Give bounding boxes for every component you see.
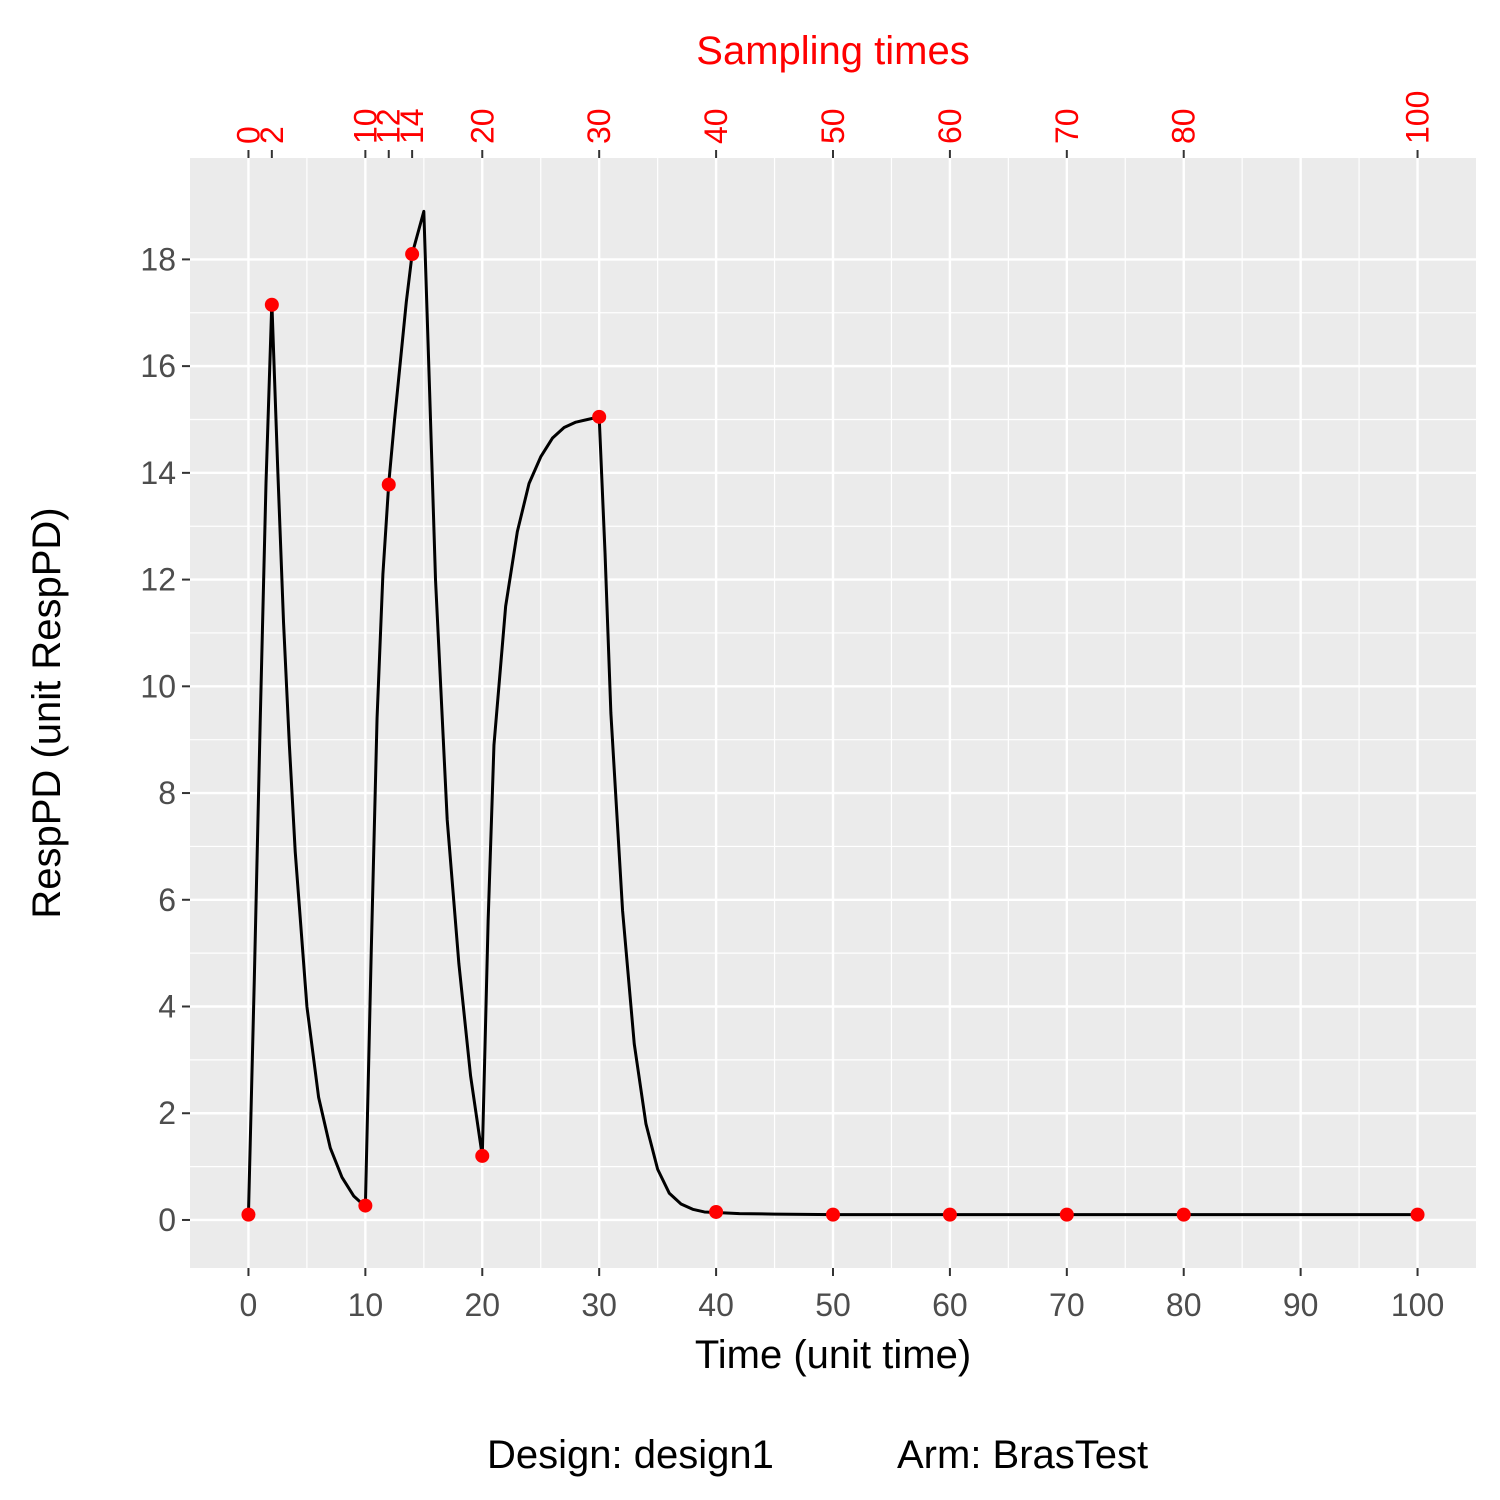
sampling-point — [475, 1148, 490, 1163]
sampling-time-label: 50 — [815, 108, 851, 144]
x-tick-label: 0 — [240, 1287, 258, 1323]
sampling-time-label: 2 — [254, 126, 290, 144]
x-tick-label: 80 — [1166, 1287, 1202, 1323]
y-tick-label: 14 — [140, 455, 176, 491]
y-tick-label: 18 — [140, 241, 176, 277]
x-tick-label: 70 — [1049, 1287, 1085, 1323]
sampling-time-label: 30 — [581, 108, 617, 144]
top-axis-title: Sampling times — [696, 29, 969, 73]
sampling-time-label: 10 — [347, 108, 383, 144]
x-tick-label: 30 — [581, 1287, 617, 1323]
sampling-points — [241, 247, 1425, 1222]
sampling-time-label: 70 — [1049, 108, 1085, 144]
x-tick-label: 100 — [1391, 1287, 1444, 1323]
x-tick-label: 90 — [1283, 1287, 1319, 1323]
sampling-point — [1176, 1207, 1191, 1222]
y-tick-label: 0 — [158, 1202, 176, 1238]
sampling-time-label: 0 — [230, 126, 266, 144]
sampling-point — [358, 1198, 373, 1213]
sampling-point — [709, 1204, 724, 1219]
x-tick-label: 40 — [698, 1287, 734, 1323]
y-tick-label: 6 — [158, 882, 176, 918]
x-axis-title: Time (unit time) — [695, 1333, 971, 1377]
bottom-axis-ticks: 0 10 20 30 40 50 60 70 80 90 100 — [240, 1268, 1444, 1323]
sampling-point — [1059, 1207, 1074, 1222]
sampling-point — [942, 1207, 957, 1222]
sampling-point — [405, 247, 420, 262]
sampling-time-label: 60 — [932, 108, 968, 144]
sampling-point — [592, 409, 607, 424]
caption-arm: Arm: BrasTest — [897, 1433, 1148, 1477]
x-tick-label: 50 — [815, 1287, 851, 1323]
y-tick-label: 12 — [140, 562, 176, 598]
x-tick-label: 60 — [932, 1287, 968, 1323]
x-tick-label: 20 — [464, 1287, 500, 1323]
sampling-point — [381, 477, 396, 492]
x-tick-label: 10 — [348, 1287, 384, 1323]
y-tick-label: 10 — [140, 668, 176, 704]
y-tick-label: 16 — [140, 348, 176, 384]
y-axis-title: RespPD (unit RespPD) — [25, 507, 69, 918]
sampling-point — [826, 1207, 840, 1222]
y-tick-label: 4 — [158, 989, 176, 1025]
left-axis-ticks: 0 2 4 6 8 10 12 14 16 18 — [140, 241, 190, 1238]
sampling-time-label: 12 — [371, 108, 407, 144]
sampling-point — [241, 1207, 256, 1222]
sampling-time-label: 100 — [1400, 91, 1436, 144]
grid-major — [190, 158, 1476, 1268]
y-tick-label: 2 — [158, 1095, 176, 1131]
sampling-point — [1410, 1207, 1425, 1222]
caption-design: Design: design1 — [487, 1433, 774, 1477]
sampling-time-label: 14 — [394, 108, 430, 144]
sampling-time-label: 80 — [1166, 108, 1202, 144]
sampling-time-label: 40 — [698, 108, 734, 144]
sampling-point — [264, 297, 279, 312]
y-tick-label: 8 — [158, 775, 176, 811]
sampling-time-label: 20 — [464, 108, 500, 144]
